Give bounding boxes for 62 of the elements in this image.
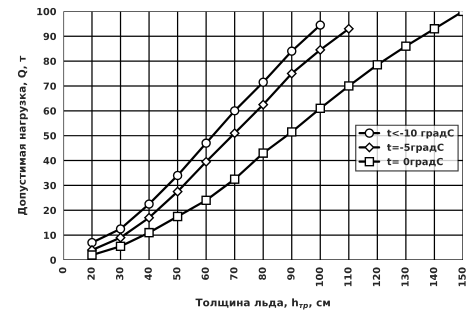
point bbox=[287, 127, 296, 137]
legend-label: t=-5градС bbox=[387, 144, 444, 153]
point bbox=[201, 138, 211, 148]
x-tick-label: 70 bbox=[230, 267, 238, 280]
x-axis-title: Толщина льда, h$_{тр}$, см bbox=[196, 298, 330, 310]
point bbox=[201, 156, 212, 167]
point bbox=[344, 81, 354, 91]
point bbox=[116, 232, 126, 243]
point bbox=[316, 20, 325, 30]
x-tick-label: 120 bbox=[372, 267, 380, 286]
point bbox=[172, 212, 182, 222]
point bbox=[401, 41, 411, 51]
point bbox=[144, 199, 154, 209]
point bbox=[258, 100, 268, 110]
point bbox=[144, 212, 154, 223]
y-tick-label: 30 bbox=[44, 182, 56, 190]
point bbox=[116, 224, 126, 234]
x-tick-label: 80 bbox=[258, 267, 266, 280]
y-tick-label: 90 bbox=[43, 32, 56, 40]
point bbox=[172, 170, 182, 180]
x-tick-label: 40 bbox=[144, 267, 152, 280]
y-tick-label: 10 bbox=[44, 232, 56, 239]
point bbox=[201, 196, 211, 206]
legend-label: t= 0градС bbox=[387, 158, 443, 168]
y-tick-label: 40 bbox=[43, 157, 56, 164]
y-tick-label: 50 bbox=[44, 132, 56, 140]
x-tick-label: 20 bbox=[87, 267, 95, 280]
point bbox=[344, 24, 354, 34]
x-tick-label: 110 bbox=[344, 267, 352, 286]
x-tick-label: 60 bbox=[202, 267, 209, 280]
point bbox=[286, 68, 297, 78]
x-tick-label: 90 bbox=[287, 267, 295, 280]
y-tick-label: 80 bbox=[44, 58, 56, 65]
point bbox=[230, 174, 240, 184]
legend-label: t<-10 градС bbox=[387, 129, 454, 139]
y-tick-label: 70 bbox=[44, 82, 56, 90]
point bbox=[172, 186, 183, 197]
y-tick-label: 60 bbox=[44, 107, 56, 115]
x-tick-label: 50 bbox=[173, 267, 180, 280]
x-tick-label: 150 bbox=[458, 267, 466, 286]
point bbox=[144, 228, 154, 238]
point bbox=[430, 24, 440, 34]
y-tick-label: 0 bbox=[50, 256, 56, 264]
y-axis-title: Допустимая нагрузка, Q, т bbox=[18, 56, 28, 216]
point bbox=[230, 128, 240, 138]
point bbox=[372, 60, 382, 70]
y-tick-label: 100 bbox=[37, 8, 56, 16]
point bbox=[116, 242, 126, 252]
y-tick-label: 20 bbox=[44, 206, 56, 214]
x-tick-label: 130 bbox=[401, 267, 409, 286]
point bbox=[87, 238, 97, 248]
x-tick-label: 140 bbox=[430, 267, 438, 286]
point bbox=[230, 106, 240, 116]
point bbox=[287, 46, 296, 56]
point bbox=[316, 104, 325, 114]
point bbox=[87, 250, 97, 260]
x-tick-label: 0 bbox=[58, 267, 66, 274]
point bbox=[258, 148, 268, 158]
x-tick-label: 100 bbox=[316, 267, 324, 286]
point bbox=[315, 44, 326, 55]
point bbox=[258, 78, 268, 87]
x-tick-label: 30 bbox=[116, 267, 124, 280]
